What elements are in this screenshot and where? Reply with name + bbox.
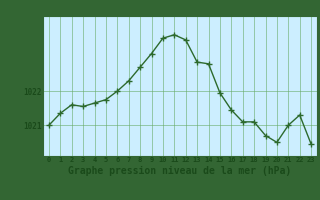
- X-axis label: Graphe pression niveau de la mer (hPa): Graphe pression niveau de la mer (hPa): [68, 166, 292, 176]
